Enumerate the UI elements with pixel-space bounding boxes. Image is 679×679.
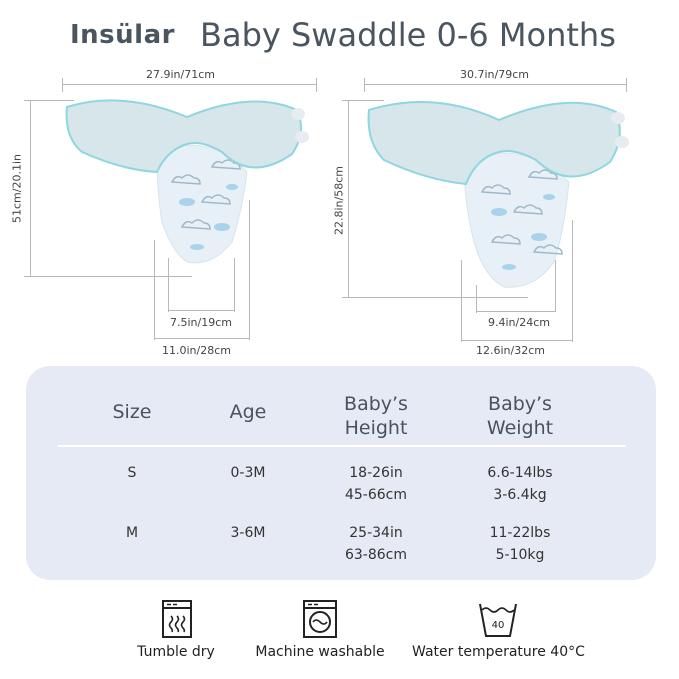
small-height-line bbox=[30, 100, 31, 276]
large-width-label: 30.7in/79cm bbox=[460, 68, 529, 81]
large-height-label: 22.8in/58cm bbox=[332, 166, 346, 235]
small-width-label: 27.9in/71cm bbox=[146, 68, 215, 81]
size-table bbox=[26, 366, 656, 580]
table-row-m-height: 25-34in 63-86cm bbox=[344, 525, 407, 563]
water-temperature-label: Water temperature 40°C bbox=[412, 644, 585, 660]
table-row-s-size: S bbox=[127, 465, 137, 481]
large-width-line bbox=[364, 84, 626, 85]
tumble-dry-label: Tumble dry bbox=[137, 644, 215, 660]
machine-wash-label: Machine washable bbox=[255, 644, 385, 660]
large-swaddle-image bbox=[367, 101, 629, 288]
tumble-dry-icon bbox=[162, 600, 192, 638]
water-temperature-icon: 40 bbox=[479, 603, 517, 637]
table-row-s-age: 0-3M bbox=[230, 465, 266, 481]
table-row-m-age: 3-6M bbox=[230, 525, 266, 541]
table-header-age: Age bbox=[229, 401, 267, 423]
table-row-s-weight: 6.6-14lbs 3-6.4kg bbox=[487, 465, 553, 503]
table-header-weight: Baby’s Weight bbox=[486, 393, 554, 439]
large-bottom-inner-label: 9.4in/24cm bbox=[488, 316, 550, 329]
table-divider bbox=[58, 445, 626, 447]
small-swaddle-image bbox=[65, 99, 309, 264]
table-row-m-size: M bbox=[125, 525, 139, 541]
page-title: Baby Swaddle 0-6 Months bbox=[200, 16, 616, 54]
large-height-line bbox=[348, 100, 349, 298]
small-bottom-inner-label: 7.5in/19cm bbox=[170, 316, 232, 329]
small-width-line bbox=[62, 84, 316, 85]
table-row-s-height: 18-26in 45-66cm bbox=[344, 465, 407, 503]
table-header-height: Baby’s Height bbox=[344, 393, 408, 439]
brand-logo: Insülar bbox=[70, 20, 175, 50]
table-header-size: Size bbox=[112, 401, 152, 423]
small-height-label: 51cm/20.1in bbox=[10, 154, 24, 223]
water-temperature-value: 40 bbox=[492, 620, 505, 631]
small-bottom-outer-label: 11.0in/28cm bbox=[162, 344, 231, 357]
table-row-m-weight: 11-22lbs 5-10kg bbox=[489, 525, 551, 563]
large-bottom-outer-label: 12.6in/32cm bbox=[476, 344, 545, 357]
machine-wash-icon bbox=[303, 600, 337, 638]
